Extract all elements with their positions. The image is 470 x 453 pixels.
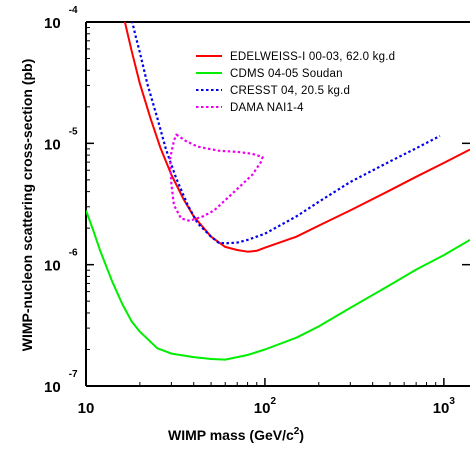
series-line-4 [169, 133, 264, 222]
series-layer [86, 22, 470, 361]
legend-label: DAMA NAI1-4 [230, 102, 304, 114]
series-line-1 [123, 22, 470, 253]
x-tick-label: 103 [433, 396, 456, 417]
legend-label: CDMS 04-05 Soudan [230, 68, 343, 80]
y-tick-label: 10-5 [44, 126, 78, 153]
axis-ticks [85, 21, 470, 387]
x-tick-label: 102 [254, 396, 277, 417]
plot-frame [85, 21, 470, 387]
y-tick-label: 10-4 [44, 5, 78, 32]
tick-labels: 10 102 103 10-4 10-5 10-6 10-7 [44, 5, 455, 417]
series-line-2 [86, 210, 470, 361]
legend-label: CRESST 04, 20.5 kg.d [230, 85, 350, 97]
x-tick-label: 10 [78, 400, 95, 417]
y-axis-title: WIMP-nucleon scattering cross-section (p… [19, 59, 35, 351]
legend: EDELWEISS-I 00-03, 62.0 kg.d CDMS 04-05 S… [196, 51, 395, 114]
series-line-3 [131, 22, 441, 245]
x-axis-title: WIMP mass (GeV/c2) [168, 426, 304, 443]
legend-label: EDELWEISS-I 00-03, 62.0 kg.d [230, 51, 395, 63]
y-tick-label: 10-7 [44, 369, 78, 396]
y-tick-label: 10-6 [44, 248, 78, 275]
